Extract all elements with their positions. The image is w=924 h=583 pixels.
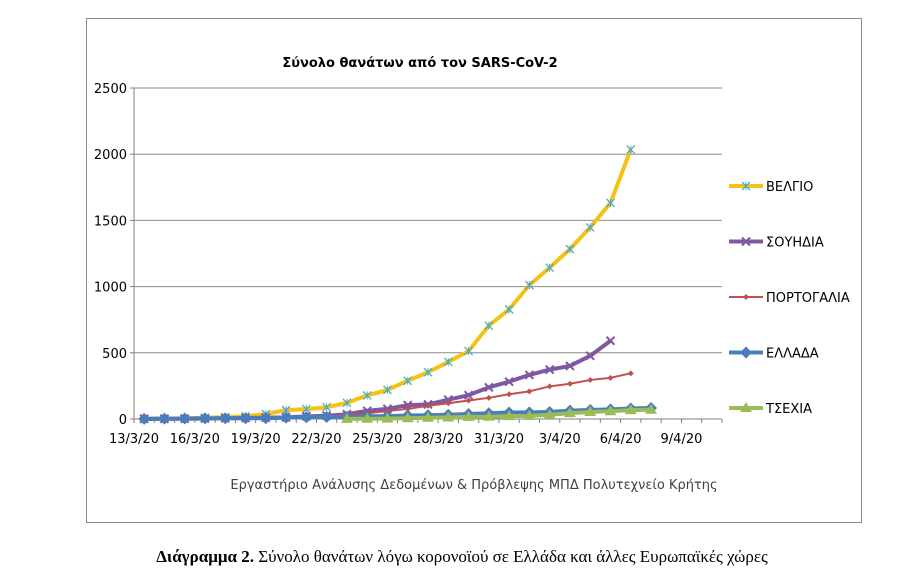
data-point [404,405,411,412]
legend-label: ΣΟΥΗΔΙΑ [766,236,824,251]
data-point [585,351,595,361]
data-point [504,304,514,314]
data-point [524,280,534,290]
data-point [423,367,433,377]
data-point [445,400,452,407]
data-point [607,374,614,381]
data-point [422,411,434,422]
data-point [178,412,191,425]
data-point [584,405,597,416]
data-point [259,412,272,425]
data-point [340,412,353,423]
data-point [526,388,533,395]
chart-credit: Εργαστήριο Ανάλυσης Δεδομένων & Πρόβλεψη… [230,478,718,493]
data-point [604,405,617,416]
data-point [239,412,252,425]
data-point [485,394,492,401]
data-point [320,411,333,424]
y-tick-label: 2000 [94,148,127,163]
data-point [484,321,494,331]
data-point [523,409,536,420]
x-tick-label: 22/3/20 [291,432,341,447]
data-point [585,222,595,232]
data-point [565,244,575,254]
y-tick-label: 2500 [94,82,127,97]
data-point [566,380,573,387]
data-point [443,357,453,367]
data-point [626,145,636,155]
figure-caption: Διάγραμμα 2. Σύνολο θανάτων λόγω κορονοϊ… [0,547,924,567]
data-point [403,376,413,386]
legend-marker [740,402,752,412]
data-point [563,407,576,418]
data-point [280,411,293,424]
data-point [138,412,151,425]
y-tick-label: 1000 [94,281,127,296]
data-point [219,412,232,425]
data-point [382,385,392,395]
x-tick-label: 25/3/20 [352,432,402,447]
data-point [425,402,431,409]
data-point [544,364,555,375]
data-point [463,390,474,400]
data-point [605,336,616,346]
data-point [506,391,513,398]
data-point [624,404,637,415]
series-line [144,148,633,421]
legend-marker [741,236,751,247]
x-tick-label: 13/3/20 [109,432,159,447]
chart-title: Σύνολο θανάτων από τον SARS-CoV-2 [282,56,557,71]
data-point [322,402,332,412]
data-point [300,411,313,424]
data-point [627,370,634,377]
data-point [545,263,555,273]
legend-label: ΒΕΛΓΙΟ [766,180,813,195]
data-point [361,412,374,423]
data-point [198,412,211,425]
x-tick-label: 6/4/20 [600,432,642,447]
data-point [484,382,494,393]
data-point [381,412,394,423]
data-point [587,376,594,383]
x-tick-label: 19/3/20 [231,432,281,447]
x-tick-label: 3/4/20 [539,432,581,447]
chart-frame [86,18,862,523]
data-point [342,398,352,408]
y-tick-label: 0 [119,413,127,428]
data-point [546,383,553,390]
data-point [504,376,514,387]
data-point [524,370,535,380]
data-point [606,198,615,208]
data-point [645,403,658,414]
data-point [482,410,495,421]
series-line [346,407,652,421]
legend-marker [740,346,752,359]
legend-label: ΤΣΕΧΙΑ [765,402,812,417]
x-tick-label: 16/3/20 [170,432,220,447]
x-tick-label: 31/3/20 [474,432,524,447]
data-point [442,411,455,422]
x-tick-label: 9/4/20 [661,432,703,447]
caption-text: Σύνολο θανάτων λόγω κορονοϊού σε Ελλάδα … [253,547,768,566]
legend-label: ΠΟΡΤΟΓΑΛΙΑ [766,291,850,306]
y-tick-label: 1500 [94,214,127,229]
caption-label: Διάγραμμα 2. [156,547,254,566]
data-point [543,408,556,419]
data-point [462,410,475,421]
data-point [158,412,171,425]
legend-marker [741,181,751,191]
legend-marker [743,294,749,300]
data-point [362,390,372,400]
data-point [503,410,516,421]
data-point [565,361,575,371]
x-tick-label: 28/3/20 [413,432,463,447]
legend-label: ΕΛΛΑΔΑ [766,347,819,362]
y-tick-label: 500 [102,347,127,362]
data-point [401,412,414,423]
data-point [465,397,472,404]
data-point [464,346,474,356]
